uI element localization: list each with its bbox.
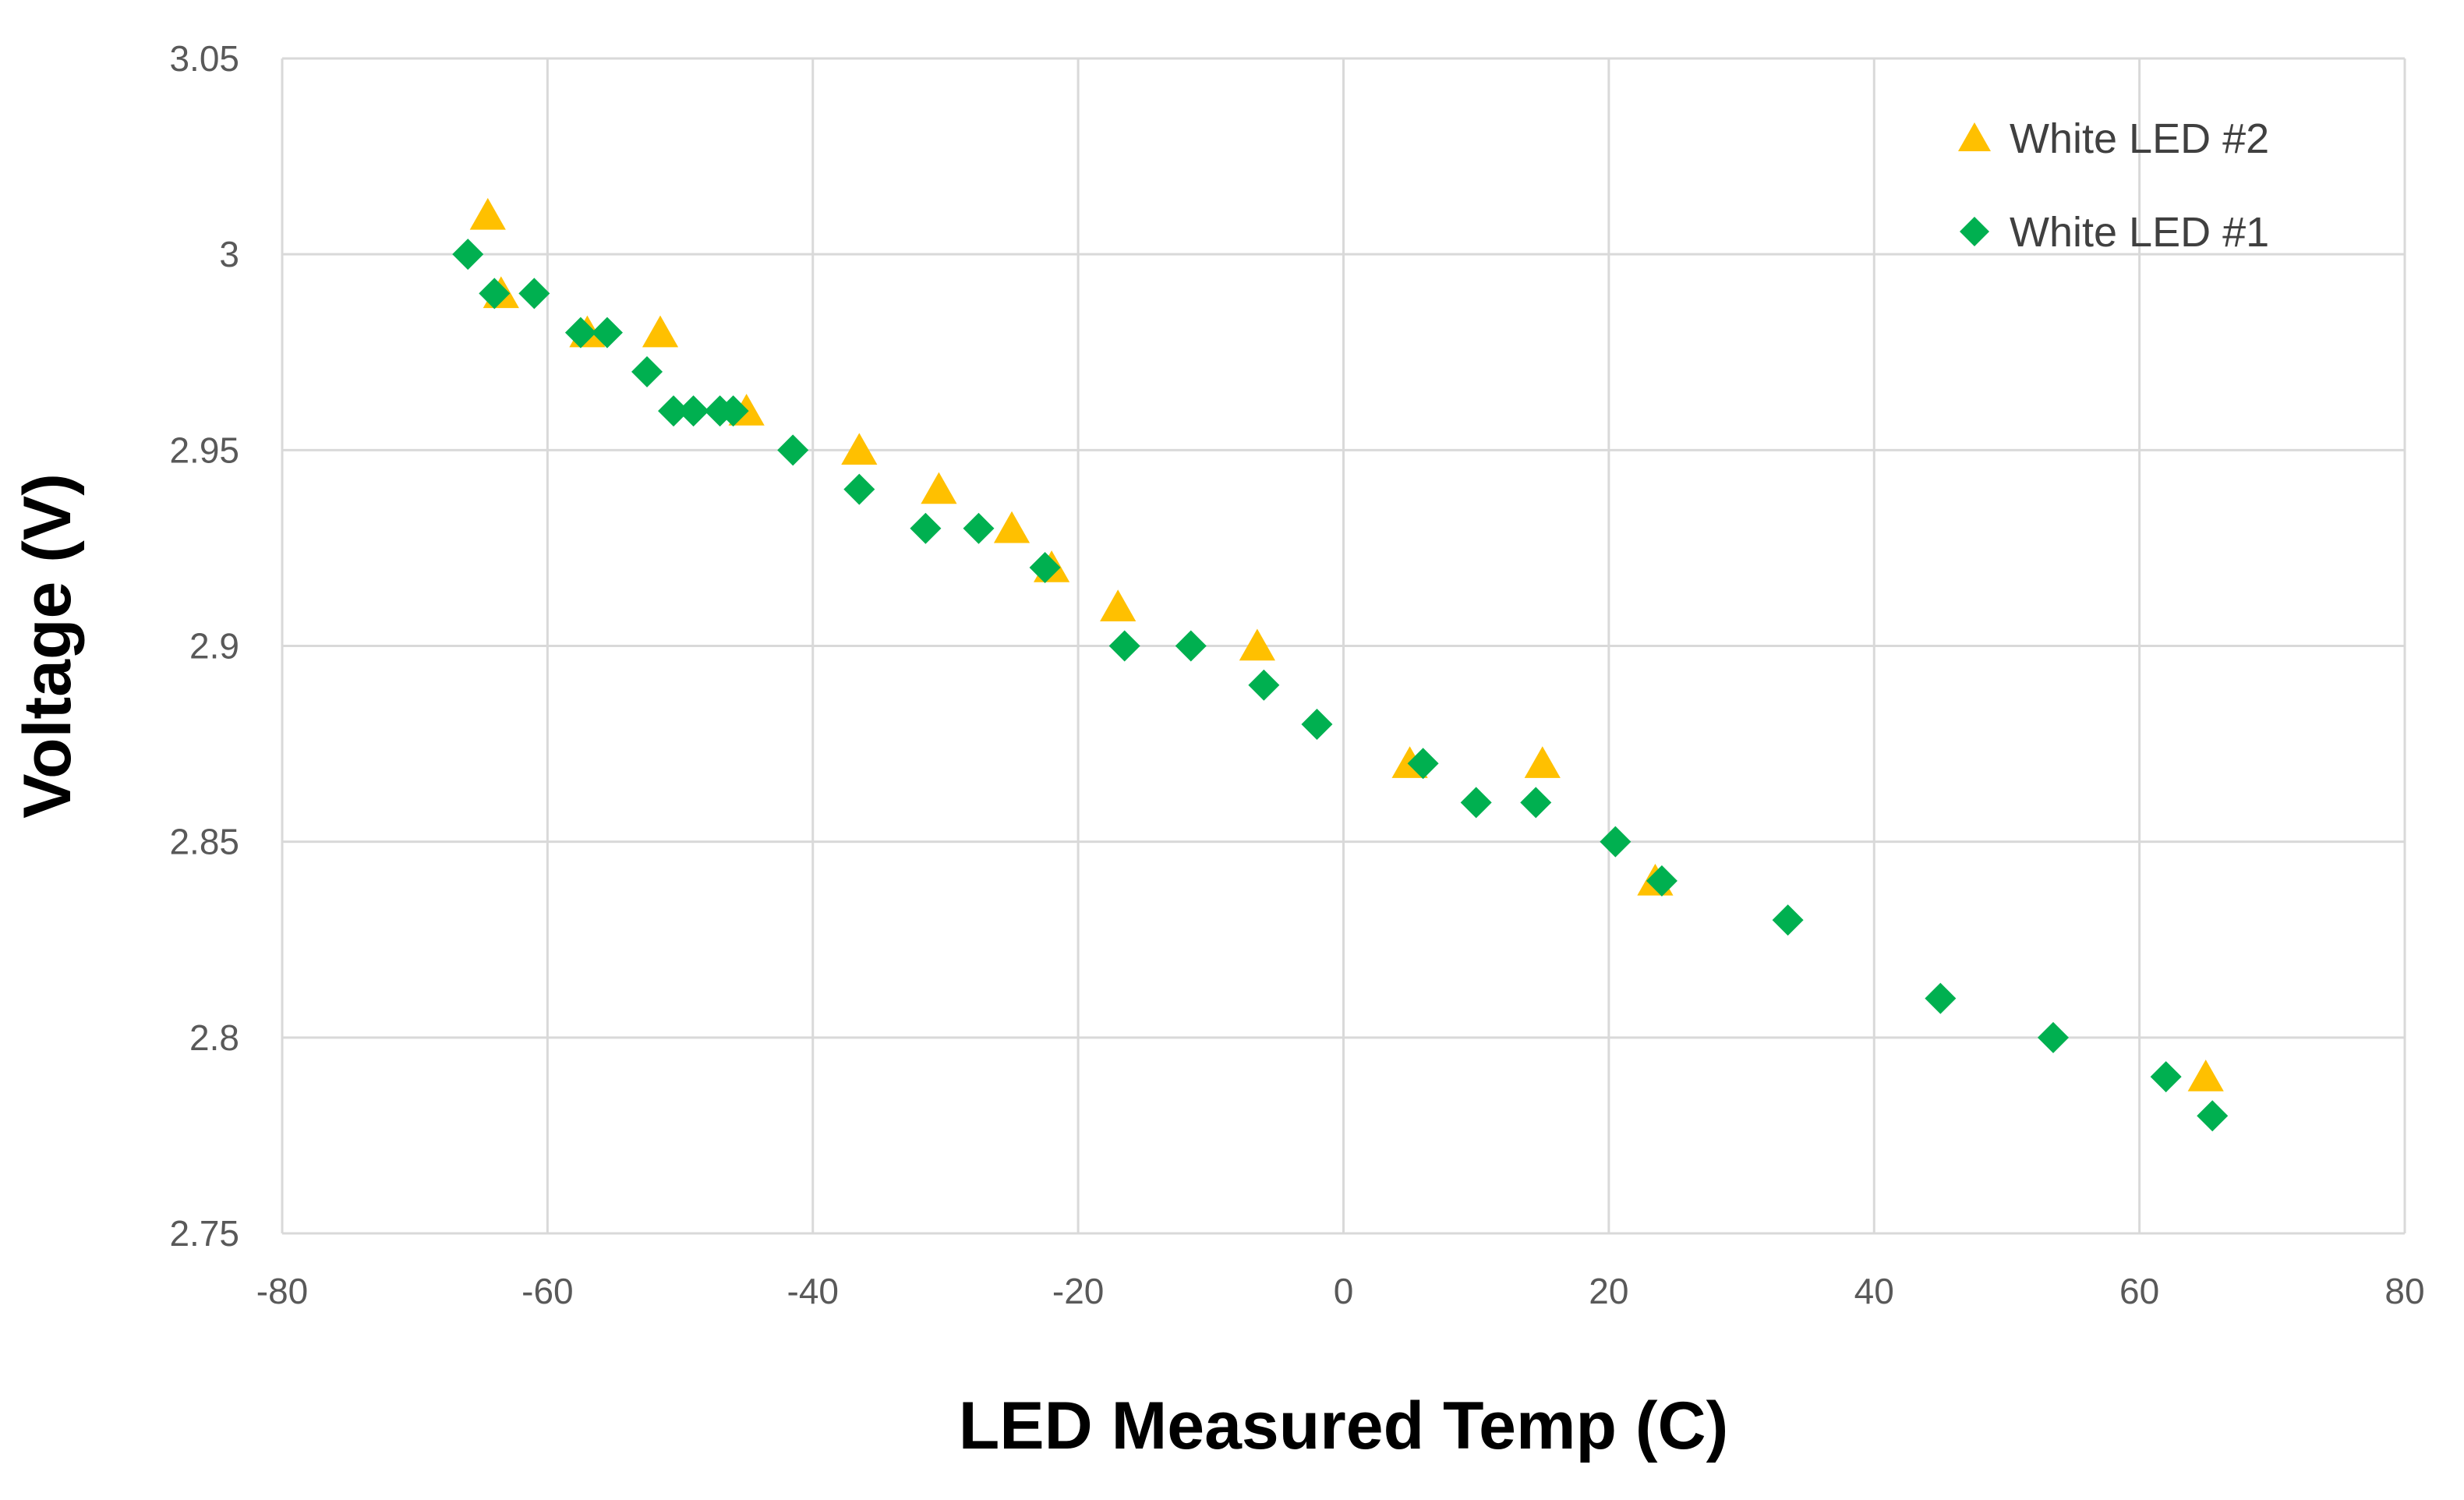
diamond-point [1407,748,1439,780]
triangle-point [642,315,679,348]
legend-triangle-marker [1958,122,1991,151]
diamond-point [1301,708,1333,740]
diamond-point [1925,982,1957,1014]
series-diamond [452,239,2229,1132]
y-tick-label: 3 [219,234,239,274]
x-axis-ticks: -80 -60 -40 -20 0 20 40 60 80 [256,1271,2425,1311]
diamond-point [658,395,690,427]
x-tick-label: -60 [521,1271,573,1311]
x-tick-label: -80 [256,1271,308,1311]
legend-label: White LED #1 [2010,209,2269,256]
diamond-point [777,434,809,466]
diamond-point [1029,552,1061,584]
triangle-point [993,511,1030,543]
y-tick-label: 3.05 [169,38,239,79]
diamond-point [2197,1100,2229,1132]
diamond-point [1520,787,1552,819]
triangle-point [1100,589,1137,621]
diamond-point [910,512,942,544]
diamond-point [564,317,596,348]
triangle-point [1524,746,1561,778]
x-tick-label: 80 [2384,1271,2424,1311]
diamond-point [2038,1021,2070,1053]
triangle-point [841,433,878,465]
y-tick-label: 2.85 [169,822,239,862]
legend-diamond-marker [1960,217,1989,246]
diamond-point [1772,904,1804,936]
x-tick-label: 20 [1589,1271,1628,1311]
triangle-point [469,197,506,230]
diamond-point [591,317,623,348]
diamond-point [518,278,550,310]
x-axis-title: LED Measured Temp (C) [959,1389,1729,1463]
diamond-point [963,512,995,544]
diamond-point [1460,787,1492,819]
diamond-point [1248,669,1280,701]
diamond-point [717,395,749,427]
data-points [452,197,2229,1132]
diamond-point [631,356,663,387]
triangle-point [1239,628,1275,661]
x-tick-label: 40 [1854,1271,1894,1311]
diamond-point [479,278,511,310]
diamond-point [843,473,875,505]
y-tick-label: 2.8 [189,1017,239,1058]
y-axis-ticks: 3.05 3 2.95 2.9 2.85 2.8 2.75 [169,38,239,1254]
diamond-point [1600,826,1631,858]
diamond-point [677,395,709,427]
triangle-point [2187,1060,2224,1091]
diamond-point [2150,1061,2182,1093]
grid-lines [281,57,2406,1235]
diamond-point [1646,865,1677,897]
y-axis-title: Voltage (V) [10,473,85,819]
x-tick-label: -20 [1052,1271,1104,1311]
y-tick-label: 2.9 [189,626,239,667]
x-tick-label: 0 [1334,1271,1354,1311]
triangle-point [921,472,957,504]
diamond-point [452,239,484,271]
x-tick-label: 60 [2119,1271,2159,1311]
y-tick-label: 2.75 [169,1213,239,1254]
diamond-point [1108,630,1140,662]
y-tick-label: 2.95 [169,430,239,470]
legend-label: White LED #2 [2010,115,2269,162]
legend: White LED #2 White LED #1 [1958,115,2269,256]
diamond-point [1175,630,1207,662]
x-tick-label: -40 [787,1271,839,1311]
